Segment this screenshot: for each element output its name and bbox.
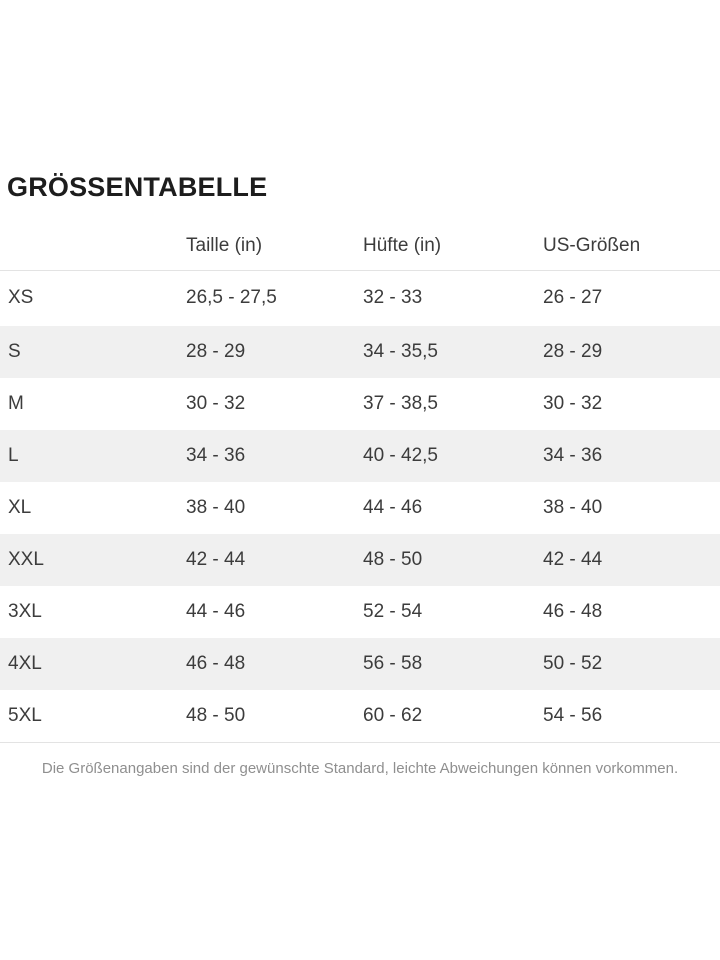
col-header-taille: Taille (in)	[186, 234, 263, 256]
cell-us: 30 - 32	[543, 393, 603, 414]
cell-size: 5XL	[8, 704, 42, 726]
size-table-body: XS 26,5 - 27,5 32 - 33 26 - 27 S 28 - 29 34 - …	[0, 270, 720, 742]
cell-huefte: 56 - 58	[363, 653, 423, 674]
table-row: 3XL 44 - 46 52 - 54 46 - 48	[0, 586, 720, 638]
cell-taille: 46 - 48	[186, 653, 246, 674]
cell-taille: 30 - 32	[186, 393, 246, 414]
table-row: M 30 - 32 37 - 38,5 30 - 32	[0, 378, 720, 430]
cell-us: 34 - 36	[543, 445, 603, 466]
cell-taille: 28 - 29	[186, 341, 246, 362]
table-row: XS 26,5 - 27,5 32 - 33 26 - 27	[0, 270, 720, 326]
cell-size: 4XL	[8, 653, 42, 674]
cell-us: 50 - 52	[543, 653, 603, 674]
cell-taille: 44 - 46	[186, 601, 246, 622]
cell-huefte: 52 - 54	[363, 601, 423, 622]
cell-us: 46 - 48	[543, 601, 603, 622]
size-table-header: Taille (in) Hüfte (in) US-Größen	[0, 222, 720, 270]
size-disclaimer: Die Größenangaben sind der gewünschte St…	[41, 760, 679, 777]
cell-taille: 26,5 - 27,5	[186, 287, 277, 309]
cell-taille: 34 - 36	[186, 445, 246, 466]
cell-size: XS	[8, 287, 34, 309]
cell-us: 54 - 56	[543, 704, 603, 726]
cell-taille: 48 - 50	[186, 704, 246, 726]
table-row: S 28 - 29 34 - 35,5 28 - 29	[0, 326, 720, 378]
cell-taille: 38 - 40	[186, 497, 246, 518]
cell-huefte: 60 - 62	[363, 704, 423, 726]
cell-size: S	[8, 341, 21, 362]
col-header-size	[0, 222, 178, 270]
cell-size: XXL	[8, 549, 44, 570]
cell-size: M	[8, 393, 24, 414]
table-row: XL 38 - 40 44 - 46 38 - 40	[0, 482, 720, 534]
cell-taille: 42 - 44	[186, 549, 246, 570]
cell-us: 26 - 27	[543, 287, 603, 309]
table-row: L 34 - 36 40 - 42,5 34 - 36	[0, 430, 720, 482]
page-title: GRÖSSENTABELLE	[7, 172, 268, 202]
col-header-us-sizes: US-Größen	[543, 234, 641, 256]
cell-huefte: 44 - 46	[363, 497, 423, 518]
cell-huefte: 48 - 50	[363, 549, 423, 570]
cell-us: 28 - 29	[543, 341, 603, 362]
size-table: Taille (in) Hüfte (in) US-Größen XS 26,5 …	[0, 222, 720, 743]
cell-us: 42 - 44	[543, 549, 603, 570]
col-header-huefte: Hüfte (in)	[363, 234, 442, 256]
cell-huefte: 32 - 33	[363, 287, 423, 309]
cell-size: L	[8, 445, 19, 466]
table-row: XXL 42 - 44 48 - 50 42 - 44	[0, 534, 720, 586]
table-row: 4XL 46 - 48 56 - 58 50 - 52	[0, 638, 720, 690]
cell-huefte: 40 - 42,5	[363, 445, 438, 466]
cell-huefte: 37 - 38,5	[363, 393, 438, 414]
cell-huefte: 34 - 35,5	[363, 341, 438, 362]
table-row: 5XL 48 - 50 60 - 62 54 - 56	[0, 690, 720, 742]
cell-us: 38 - 40	[543, 497, 603, 518]
cell-size: 3XL	[8, 601, 42, 622]
header-row: Taille (in) Hüfte (in) US-Größen	[0, 222, 720, 270]
cell-size: XL	[8, 497, 32, 518]
